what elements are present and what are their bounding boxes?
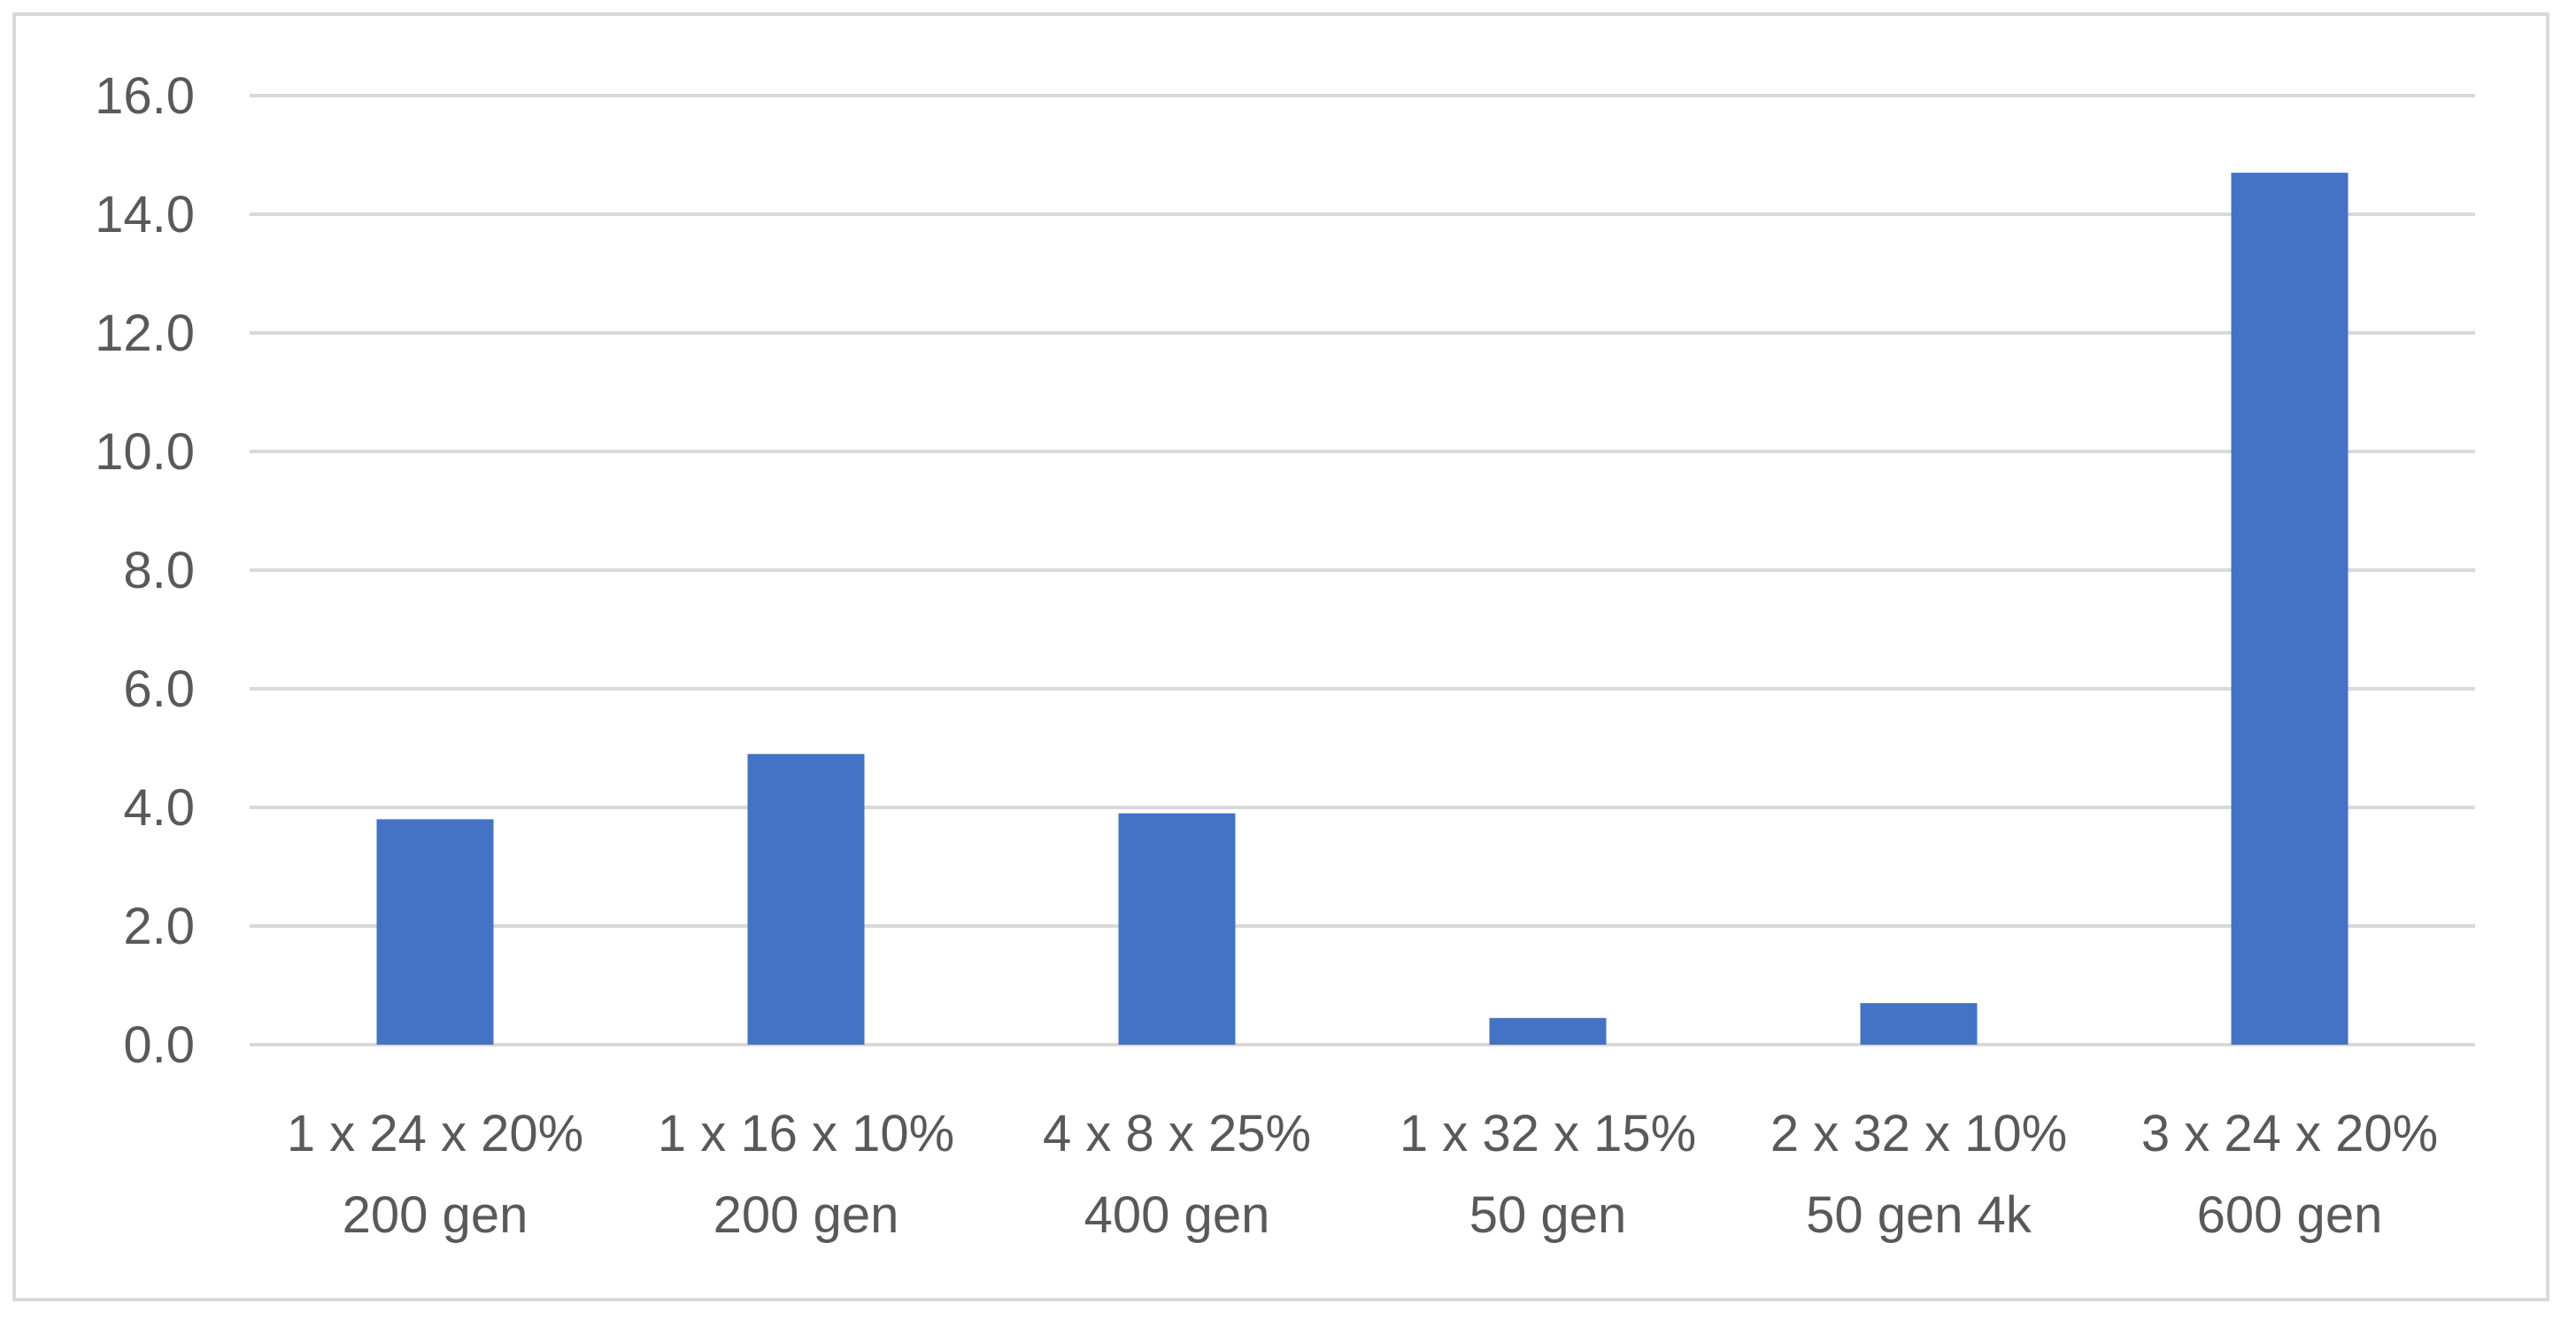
bar-5 — [1860, 1003, 1978, 1045]
y-tick-label: 16.0 — [95, 67, 195, 125]
category-label-line: 4 x 8 x 25% — [1043, 1105, 1311, 1162]
y-tick-label: 14.0 — [95, 186, 195, 243]
category-label-line: 200 gen — [343, 1186, 528, 1244]
bar-3 — [1118, 813, 1236, 1045]
y-tick-label: 2.0 — [123, 898, 195, 955]
bar-6 — [2231, 173, 2348, 1046]
y-tick-label: 10.0 — [95, 423, 195, 481]
category-label-line: 50 gen — [1469, 1186, 1626, 1244]
y-tick-label: 8.0 — [123, 542, 195, 599]
y-tick-label: 6.0 — [123, 660, 195, 718]
category-label-line: 2 x 32 x 10% — [1770, 1105, 2067, 1162]
chart-frame — [12, 12, 2549, 1301]
gridlines — [250, 94, 2475, 1046]
category-label-3: 4 x 8 x 25% 400 gen — [1043, 1105, 1311, 1244]
category-label-line: 3 x 24 x 20% — [2141, 1105, 2438, 1162]
category-label-line: 1 x 32 x 15% — [1400, 1105, 1696, 1162]
category-label-4: 1 x 32 x 15% 50 gen — [1400, 1105, 1696, 1244]
y-axis-tick-labels: 0.0 2.0 4.0 6.0 8.0 10.0 12.0 14.0 16.0 — [95, 67, 195, 1074]
category-label-line: 200 gen — [713, 1186, 899, 1244]
category-label-5: 2 x 32 x 10% 50 gen 4k — [1770, 1105, 2067, 1244]
bar-1 — [376, 819, 494, 1045]
category-label-2: 1 x 16 x 10% 200 gen — [658, 1105, 954, 1244]
category-label-line: 1 x 16 x 10% — [658, 1105, 954, 1162]
category-label-line: 600 gen — [2197, 1186, 2383, 1244]
category-label-line: 1 x 24 x 20% — [287, 1105, 583, 1162]
y-tick-label: 0.0 — [123, 1016, 195, 1074]
category-label-line: 50 gen 4k — [1806, 1186, 2032, 1244]
bar-4 — [1489, 1017, 1607, 1045]
x-axis-category-labels: 1 x 24 x 20% 200 gen 1 x 16 x 10% 200 gen 4 … — [287, 1105, 2438, 1244]
y-tick-label: 4.0 — [123, 779, 195, 837]
bar-2 — [747, 753, 865, 1045]
bars — [376, 173, 2348, 1046]
category-label-1: 1 x 24 x 20% 200 gen — [287, 1105, 583, 1244]
category-label-6: 3 x 24 x 20% 600 gen — [2141, 1105, 2438, 1244]
y-tick-label: 12.0 — [95, 305, 195, 362]
category-label-line: 400 gen — [1084, 1186, 1270, 1244]
